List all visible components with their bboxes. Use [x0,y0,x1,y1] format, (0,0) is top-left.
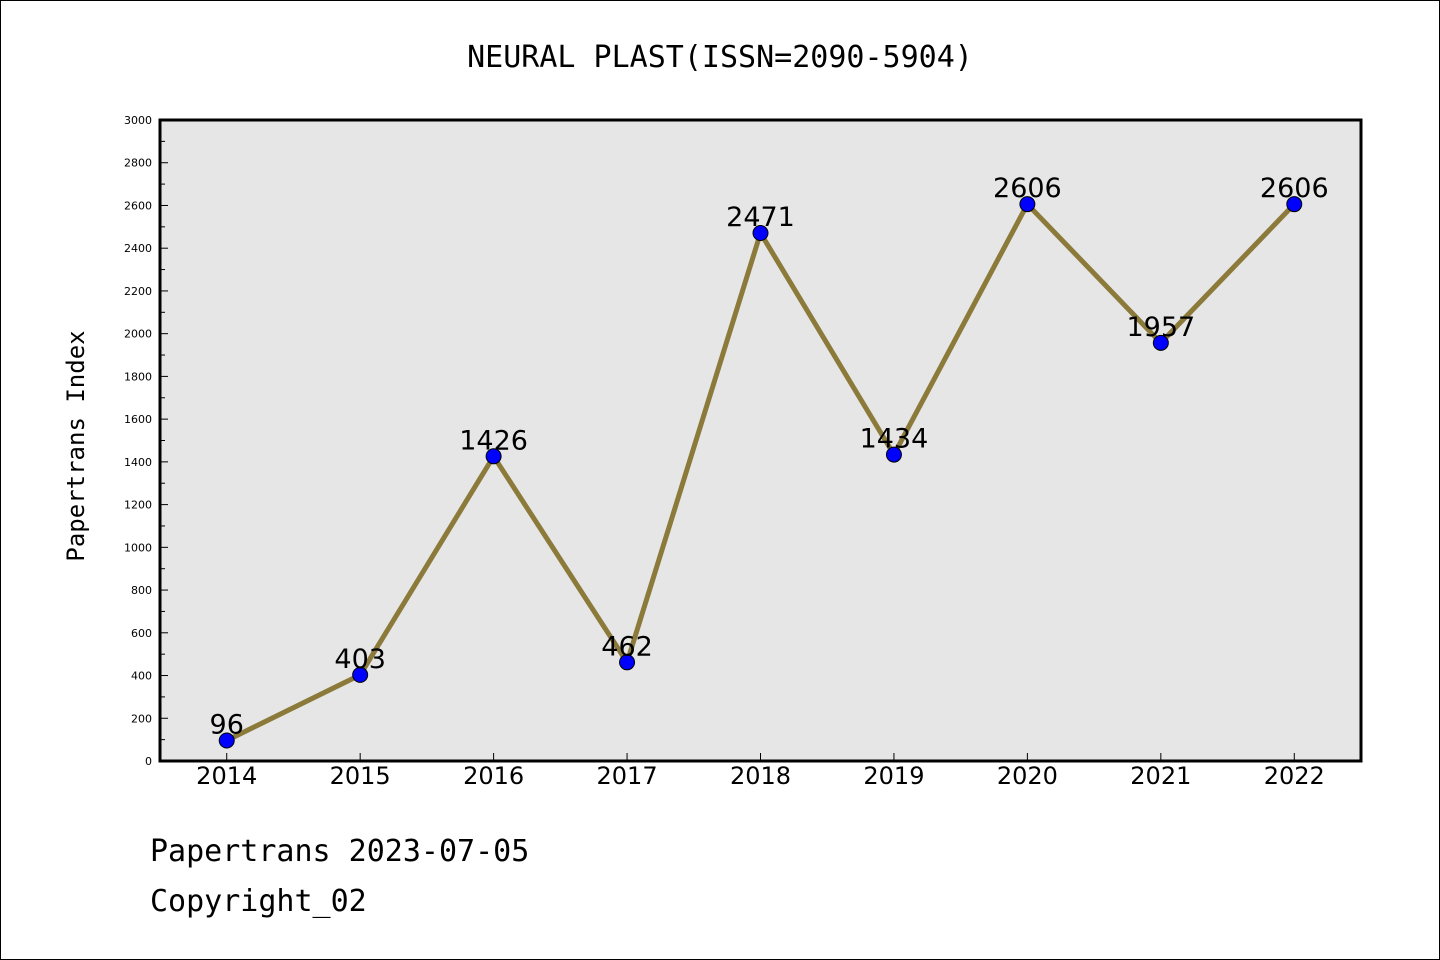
y-tick-label: 0 [145,755,152,768]
data-label: 1957 [1126,312,1195,343]
x-tick-label: 2020 [997,762,1058,790]
footer-copyright: Copyright_02 [150,884,367,919]
chart-title: NEURAL PLAST(ISSN=2090-5904) [467,40,973,75]
data-point [485,448,502,465]
y-tick-label: 1000 [124,541,152,554]
x-tick-label: 2014 [196,762,257,790]
y-tick-label: 2600 [124,199,152,212]
y-tick-label: 2400 [124,242,152,255]
y-tick-label: 2200 [124,285,152,298]
y-tick-label: 1800 [124,370,152,383]
x-axis: 2014 2015 2016 2017 2018 2019 2020 2021 2022 [196,753,1325,790]
x-tick-label: 2015 [330,762,391,790]
y-tick-label: 1600 [124,413,152,426]
y-tick-label: 800 [131,584,152,597]
x-tick-label: 2019 [863,762,924,790]
series-layer [218,196,1303,749]
y-axis-label: Papertrans Index [62,330,90,561]
data-label: 1434 [860,424,929,455]
y-axis: 0 200 400 600 800 1000 1200 1400 1600 1800 2000 220… [124,114,168,768]
data-point [752,225,769,242]
x-tick-label: 2021 [1130,762,1191,790]
y-tick-label: 2000 [124,328,152,341]
data-label: 1426 [459,425,528,456]
y-tick-label: 600 [131,627,152,640]
data-label: 2606 [1260,173,1329,204]
data-point [885,446,902,463]
x-tick-label: 2017 [597,762,658,790]
x-tick-label: 2016 [463,762,524,790]
data-label: 2606 [993,173,1062,204]
x-tick-label: 2022 [1264,762,1325,790]
data-point [1286,196,1303,213]
data-point [1152,334,1169,351]
x-tick-label: 2018 [730,762,791,790]
data-label: 403 [334,644,386,675]
data-point [619,654,636,671]
data-point [1019,196,1036,213]
data-point [218,732,235,749]
y-tick-label: 1400 [124,456,152,469]
data-point [352,666,369,683]
footer-date: Papertrans 2023-07-05 [150,834,530,869]
y-tick-label: 400 [131,670,152,683]
data-labels: 96 403 1426 462 2471 1434 2606 1957 2606 [210,173,1329,740]
y-tick-label: 2800 [124,157,152,170]
y-tick-label: 1200 [124,499,152,512]
data-label: 462 [601,631,653,662]
y-tick-label: 200 [131,712,152,725]
data-label: 2471 [726,202,795,233]
data-label: 96 [210,709,244,740]
y-tick-label: 3000 [124,114,152,127]
